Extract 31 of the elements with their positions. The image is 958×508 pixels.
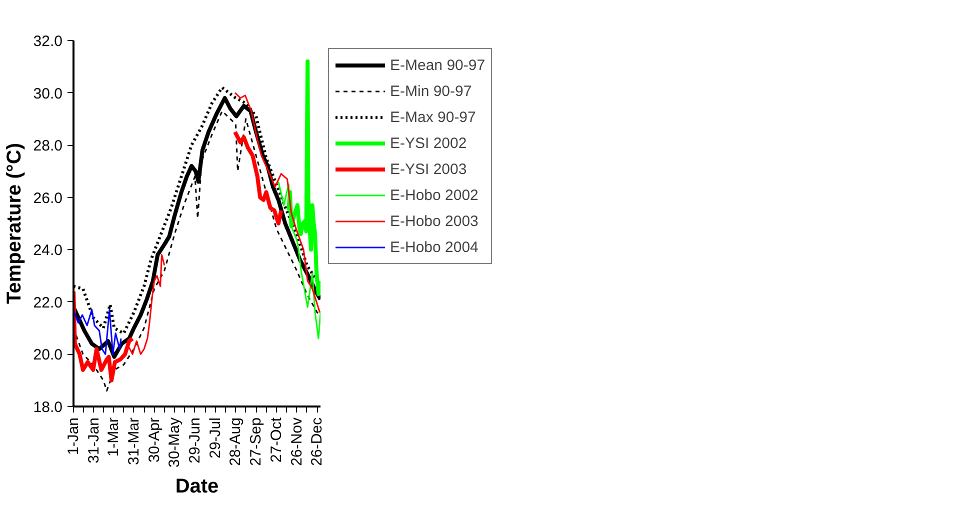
y-tick-label: 28.0 (33, 138, 63, 155)
legend-label: E-Hobo 2003 (390, 212, 478, 230)
y-tick-label: 32.0 (33, 33, 63, 50)
x-tick-label: 1-Mar (105, 417, 122, 457)
y-axis-title: Temperature (°C) (3, 142, 26, 304)
x-tick-label: 29-Jul (206, 417, 224, 458)
x-tick-label: 27-Sep (248, 417, 265, 466)
x-tick-label: 26-Nov (288, 417, 306, 466)
x-axis-title: Date (175, 476, 219, 498)
x-tick-label: 26-Dec (308, 417, 326, 466)
legend-label: E-YSI 2003 (390, 160, 467, 178)
x-tick-label: 27-Oct (268, 416, 285, 463)
legend-label: E-Hobo 2002 (390, 186, 478, 204)
y-tick-label: 18.0 (33, 399, 63, 416)
legend-label: E-Hobo 2004 (390, 238, 478, 256)
legend-label: E-YSI 2002 (390, 134, 467, 152)
y-tick-label: 22.0 (33, 294, 63, 312)
x-tick-label: 28-Aug (227, 417, 244, 466)
y-tick-label: 30.0 (33, 85, 63, 102)
y-tick-label: 24.0 (33, 242, 63, 260)
x-tick-label: 1-Jan (65, 417, 82, 456)
x-tick-label: 31-Mar (125, 417, 142, 466)
x-tick-label: 30-May (166, 417, 184, 468)
x-tick-label: 29-Jun (186, 417, 204, 464)
x-tick-label: 31-Jan (85, 417, 102, 464)
x-tick-label: 30-Apr (146, 417, 163, 463)
legend-label: E-Min 90-97 (390, 82, 472, 100)
legend-label: E-Max 90-97 (390, 108, 476, 126)
legend-label: E-Mean 90-97 (390, 56, 486, 74)
y-tick-label: 26.0 (33, 190, 63, 207)
y-tick-label: 20.0 (33, 346, 63, 364)
